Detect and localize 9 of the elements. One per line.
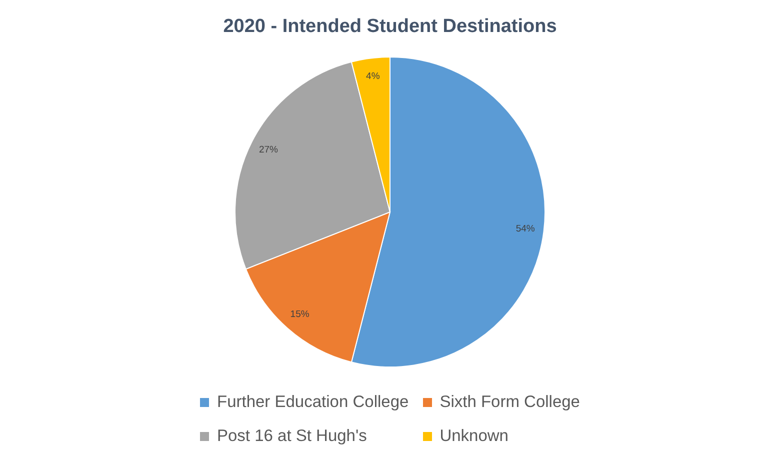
legend-label: Unknown bbox=[440, 426, 508, 447]
legend-label: Further Education College bbox=[216, 392, 409, 413]
data-label: 54% bbox=[516, 224, 536, 235]
legend-label: Post 16 at St Hugh's bbox=[216, 426, 367, 447]
data-label: 4% bbox=[366, 71, 380, 82]
data-label: 15% bbox=[290, 308, 310, 320]
legend-label: Sixth Form College bbox=[440, 392, 580, 413]
chart-title: 2020 - Intended Student Destinations bbox=[222, 16, 558, 38]
data-label: 27% bbox=[258, 144, 279, 156]
